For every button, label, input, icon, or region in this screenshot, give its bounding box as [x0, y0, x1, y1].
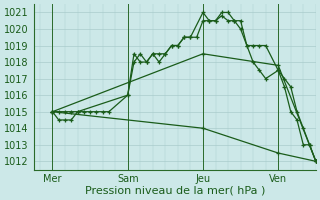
- X-axis label: Pression niveau de la mer( hPa ): Pression niveau de la mer( hPa ): [84, 186, 265, 196]
